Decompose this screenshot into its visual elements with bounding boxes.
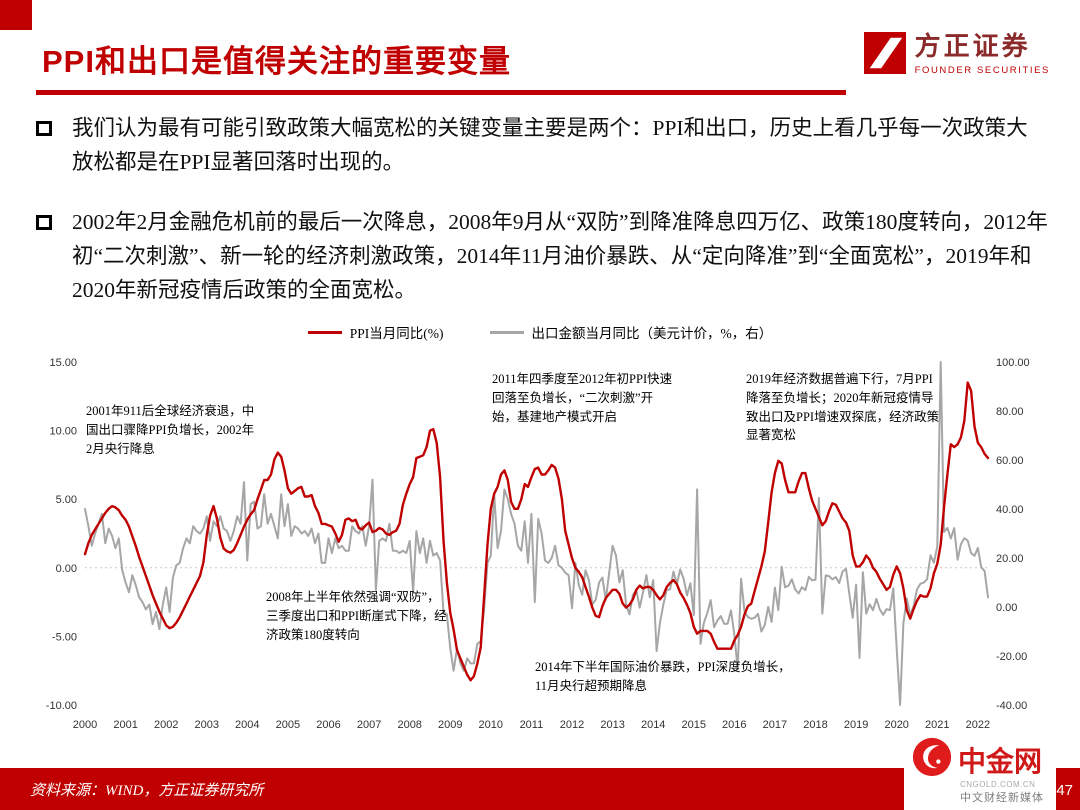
cngold-domain: CNGOLD.COM.CN — [960, 780, 1036, 789]
x-axis-tick: 2021 — [925, 719, 949, 731]
legend-swatch-export — [489, 330, 524, 334]
legend-item-ppi: PPI当月同比(%) — [307, 322, 444, 342]
x-axis-tick: 2004 — [235, 719, 259, 731]
title-underline — [36, 90, 846, 95]
x-axis-tick: 2014 — [641, 719, 665, 731]
left-axis-tick: 10.00 — [49, 426, 77, 438]
footer-bar: 资料来源：WIND，方正证券研究所 — [0, 768, 1080, 810]
bullet-item: 我们认为最有可能引致政策大幅宽松的关键变量主要是两个：PPI和出口，历史上看几乎… — [36, 112, 1048, 180]
bullet-square-icon — [36, 121, 52, 136]
x-axis-tick: 2009 — [438, 719, 462, 731]
x-axis-tick: 2007 — [357, 719, 381, 731]
x-axis-tick: 2005 — [276, 719, 300, 731]
right-axis-tick: 20.00 — [996, 553, 1024, 565]
x-axis-tick: 2001 — [113, 719, 137, 731]
founder-logo-name: 方正证券 — [914, 31, 1031, 61]
x-axis-tick: 2010 — [479, 719, 503, 731]
x-axis-tick: 2022 — [966, 719, 990, 731]
x-axis-tick: 2008 — [397, 719, 421, 731]
legend-label-ppi: PPI当月同比(%) — [349, 326, 444, 341]
legend-label-export: 出口金额当月同比（美元计价，%，右） — [531, 326, 773, 341]
left-axis-tick: -5.00 — [52, 631, 77, 643]
page-number: 47 — [1056, 782, 1073, 799]
left-axis-tick: 15.00 — [49, 357, 77, 369]
chart-annotation: 2008年上半年依然强调“双防”，三季度出口和PPI断崖式下降，经济政策180度… — [266, 590, 447, 642]
corner-accent — [0, 0, 32, 30]
left-axis-tick: 0.00 — [56, 563, 77, 575]
left-axis-tick: 5.00 — [56, 494, 77, 506]
chart-legend: PPI当月同比(%) 出口金额当月同比（美元计价，%，右） — [30, 322, 1050, 342]
source-text: 资料来源：WIND，方正证券研究所 — [30, 782, 264, 799]
x-axis-tick: 2017 — [763, 719, 787, 731]
founder-logo-subtitle: FOUNDER SECURITIES — [914, 64, 1050, 76]
bullet-item: 2002年2月金融危机前的最后一次降息，2008年9月从“双防”到降准降息四万亿… — [36, 206, 1048, 308]
x-axis-tick: 2019 — [844, 719, 868, 731]
chart-annotation: 2011年四季度至2012年初PPI快速回落至负增长，“二次刺激”开始，基建地产… — [492, 372, 673, 424]
bullet-list: 我们认为最有可能引致政策大幅宽松的关键变量主要是两个：PPI和出口，历史上看几乎… — [36, 112, 1048, 334]
x-axis-tick: 2015 — [682, 719, 706, 731]
right-axis-tick: -40.00 — [996, 700, 1027, 712]
x-axis-tick: 2012 — [560, 719, 584, 731]
right-axis-tick: 40.00 — [996, 504, 1024, 516]
x-axis-tick: 2011 — [520, 719, 544, 731]
bullet-text: 2002年2月金融危机前的最后一次降息，2008年9月从“双防”到降准降息四万亿… — [72, 209, 1048, 302]
legend-swatch-ppi — [307, 330, 342, 334]
chart-annotation: 2001年911后全球经济衰退，中国出口骤降PPI负增长，2002年2月央行降息 — [86, 404, 255, 456]
x-axis-tick: 2000 — [73, 719, 97, 731]
right-axis-tick: 0.00 — [996, 602, 1017, 614]
x-axis-tick: 2003 — [195, 719, 219, 731]
cngold-name: 中金网 — [958, 745, 1043, 777]
cngold-tagline: 中文财经新媒体 — [960, 792, 1044, 804]
bullet-text: 我们认为最有可能引致政策大幅宽松的关键变量主要是两个：PPI和出口，历史上看几乎… — [72, 116, 1028, 174]
x-axis-tick: 2013 — [600, 719, 624, 731]
line-chart-canvas: 15.00 10.00 5.00 0.00 -5.00 -10.00 100.00 80.00… — [46, 357, 1030, 731]
cngold-watermark: 中金网 CNGOLD.COM.CN 中文财经新媒体 — [904, 732, 1056, 810]
cngold-logo-icon — [912, 737, 952, 782]
bullet-square-icon — [36, 214, 52, 230]
founder-securities-logo: 方正证券 FOUNDER SECURITIES — [863, 31, 1050, 79]
founder-logo-icon — [863, 32, 906, 79]
line-chart: 15.00 10.00 5.00 0.00 -5.00 -10.00 100.00 80.00… — [30, 348, 1050, 735]
right-axis-tick: 60.00 — [996, 455, 1024, 467]
right-axis-tick: 100.00 — [996, 357, 1030, 369]
left-axis-tick: -10.00 — [46, 700, 77, 712]
legend-item-export: 出口金额当月同比（美元计价，%，右） — [489, 322, 773, 342]
ppi-series-line — [83, 381, 990, 682]
right-axis-tick: 80.00 — [996, 406, 1024, 418]
chart-annotation: 2014年下半年国际油价暴跌，PPI深度负增长，11月央行超预期降息 — [535, 660, 791, 693]
x-axis-tick: 2006 — [316, 719, 340, 731]
x-axis-tick: 2018 — [803, 719, 827, 731]
chart-annotation: 2019年经济数据普遍下行，7月PPI降落至负增长；2020年新冠疫情导致出口及… — [746, 372, 940, 443]
x-axis-tick: 2016 — [722, 719, 746, 731]
x-axis-tick: 2002 — [154, 719, 178, 731]
page-title: PPI和出口是值得关注的重要变量 — [42, 44, 511, 79]
export-series-line — [84, 361, 989, 706]
x-axis-tick: 2020 — [884, 719, 908, 731]
right-axis-tick: -20.00 — [996, 651, 1027, 663]
